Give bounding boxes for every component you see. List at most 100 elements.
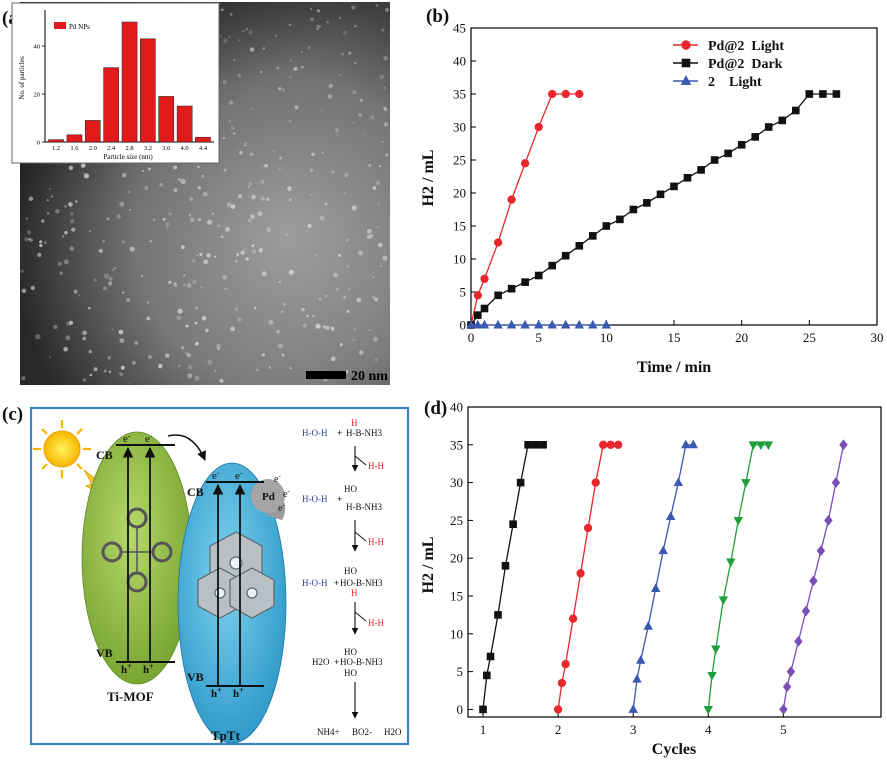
tem-particles xyxy=(20,4,389,384)
tem-particle xyxy=(250,214,255,219)
tem-particle xyxy=(27,230,31,235)
tem-particle xyxy=(35,334,41,340)
tem-particle xyxy=(268,320,274,325)
tem-particle xyxy=(379,165,382,168)
tem-particle xyxy=(260,70,263,74)
tem-particle xyxy=(325,325,330,330)
tem-particle xyxy=(98,248,103,253)
tem-particle xyxy=(294,105,299,110)
tem-particle xyxy=(80,163,86,169)
tem-particle xyxy=(89,373,93,377)
tem-particle xyxy=(28,196,34,201)
tem-particle xyxy=(353,328,356,331)
tem-particle xyxy=(245,27,249,31)
tem-particle xyxy=(197,186,201,190)
tem-particle xyxy=(53,324,58,330)
tem-particle xyxy=(358,250,363,256)
scheme-step1-water: H-O-H xyxy=(302,428,328,438)
tem-particle xyxy=(383,56,388,61)
tem-particle xyxy=(147,354,153,360)
data-point xyxy=(494,611,502,619)
tem-particle xyxy=(173,282,178,288)
data-point xyxy=(711,645,721,655)
tem-particle xyxy=(377,202,380,205)
tem-particle xyxy=(345,238,349,242)
tem-particle xyxy=(24,237,29,242)
tem-particle xyxy=(307,46,311,50)
tem-particle xyxy=(131,360,136,365)
data-point xyxy=(568,614,578,623)
y-tick-label: 5 xyxy=(460,285,467,300)
tem-particle xyxy=(48,187,52,191)
data-point xyxy=(588,232,597,240)
tem-particle xyxy=(83,173,90,179)
tem-particle xyxy=(185,324,189,328)
tem-particle xyxy=(82,172,85,175)
data-point xyxy=(643,199,651,207)
tem-particle xyxy=(177,308,183,314)
data-point xyxy=(673,477,684,487)
data-point xyxy=(560,319,571,329)
data-point xyxy=(548,89,557,99)
y-tick-label: 40 xyxy=(453,54,466,69)
data-point xyxy=(575,89,584,99)
data-point xyxy=(816,545,826,557)
tptt-structure-icon xyxy=(197,531,275,619)
data-point xyxy=(635,655,646,664)
plot-d-series xyxy=(479,439,848,715)
tptt-label: TpTt xyxy=(211,728,241,743)
tem-particle xyxy=(88,307,91,310)
tem-particle xyxy=(106,217,110,221)
data-point xyxy=(516,478,525,487)
data-point xyxy=(521,278,529,286)
data-point xyxy=(557,678,567,688)
data-point xyxy=(576,569,585,578)
tem-particle xyxy=(21,288,27,294)
tem-particle xyxy=(21,376,26,381)
tem-particle xyxy=(359,350,364,355)
tem-particle xyxy=(238,39,241,42)
tem-particle xyxy=(118,329,124,335)
tem-particle xyxy=(260,165,263,168)
tem-particle xyxy=(119,372,124,377)
tem-particle xyxy=(314,253,317,256)
data-point xyxy=(466,319,476,329)
tptt-electron-2: e- xyxy=(235,469,243,482)
tem-particle xyxy=(180,178,186,185)
scheme-step2-plus: + xyxy=(337,494,342,504)
tem-particle xyxy=(228,36,231,39)
y-tick-label: 35 xyxy=(450,437,463,452)
panel-b: (b) 0 5 10 15 20 25 30 0 5 10 15 20 25 30 35 40 45 Pd@2 … xyxy=(420,6,884,376)
tem-particle xyxy=(379,74,384,80)
tem-particle xyxy=(129,208,132,211)
tem-particle xyxy=(344,173,349,178)
tem-particle xyxy=(178,178,181,181)
tem-particle xyxy=(50,195,54,198)
tem-particle xyxy=(261,196,266,201)
tem-particle xyxy=(230,126,235,130)
tem-particle xyxy=(242,30,245,33)
tem-particle xyxy=(122,291,125,294)
scheme-step2-ab: H-B-NH3 xyxy=(346,502,382,512)
tem-particle xyxy=(206,252,211,258)
mof-cb-label: CB xyxy=(96,448,113,462)
tem-particle xyxy=(316,9,320,13)
data-point xyxy=(733,516,744,526)
mof-hole-1: h+ xyxy=(121,662,132,676)
tem-particle xyxy=(288,269,295,275)
x-tick-label: 3 xyxy=(630,722,637,737)
tem-particle xyxy=(226,202,232,208)
tem-particle xyxy=(383,122,389,127)
tem-particle xyxy=(368,328,371,331)
tem-particle xyxy=(230,326,236,332)
hist-x-tick-label: 2.4 xyxy=(107,145,116,152)
data-point xyxy=(616,215,624,224)
panel-a: (a) 20 nm 1.21.62.02.42.83.23.64.04.4 02… xyxy=(2,2,390,385)
tem-particle xyxy=(310,17,314,22)
data-point xyxy=(524,440,532,449)
scheme-product-nh4: NH4+ xyxy=(317,727,340,737)
data-point xyxy=(737,141,746,149)
tem-particle xyxy=(69,246,75,251)
tem-particle xyxy=(352,338,355,341)
data-point xyxy=(531,440,540,449)
